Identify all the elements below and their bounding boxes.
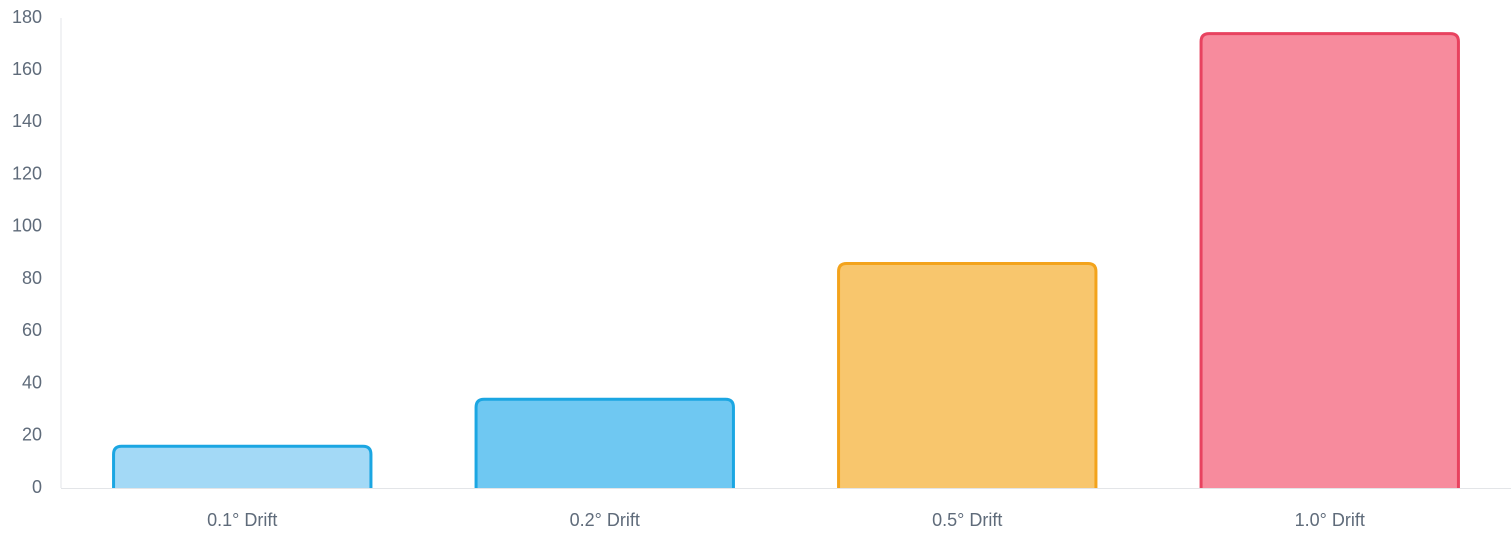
y-tick-label: 80 bbox=[22, 268, 42, 288]
x-tick-label: 0.5° Drift bbox=[932, 510, 1002, 530]
x-tick-label: 1.0° Drift bbox=[1295, 510, 1365, 530]
y-tick-label: 40 bbox=[22, 372, 42, 392]
y-tick-label: 140 bbox=[12, 111, 42, 131]
bar bbox=[1199, 32, 1460, 488]
y-tick-label: 120 bbox=[12, 163, 42, 183]
y-tick-label: 20 bbox=[22, 425, 42, 445]
bar bbox=[112, 444, 373, 488]
y-tick-label: 0 bbox=[32, 477, 42, 497]
y-tick-label: 60 bbox=[22, 320, 42, 340]
x-tick-label: 0.1° Drift bbox=[207, 510, 277, 530]
y-tick-label: 180 bbox=[12, 7, 42, 27]
x-tick-label: 0.2° Drift bbox=[570, 510, 640, 530]
bar bbox=[474, 397, 735, 488]
bar bbox=[837, 261, 1098, 488]
y-tick-label: 100 bbox=[12, 216, 42, 236]
y-tick-label: 160 bbox=[12, 59, 42, 79]
